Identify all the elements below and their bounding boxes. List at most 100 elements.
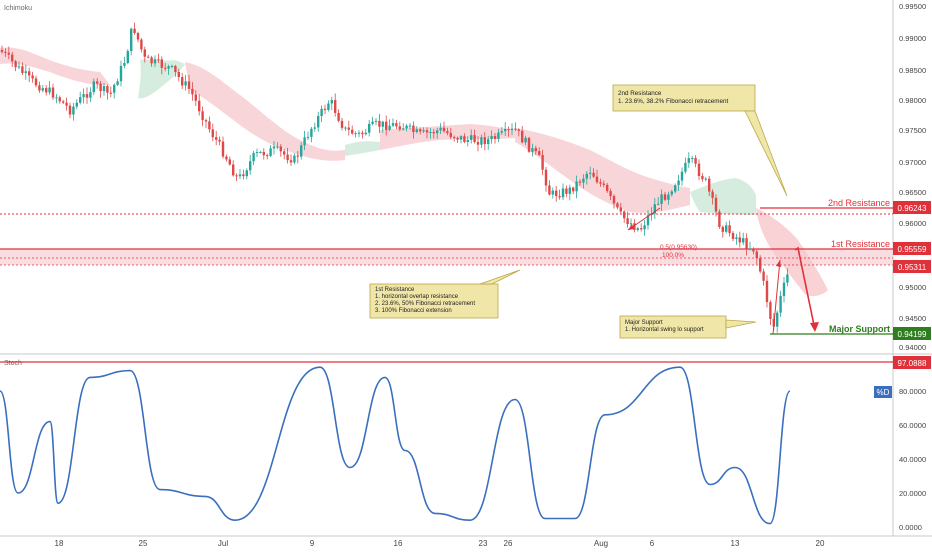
candle bbox=[599, 178, 602, 187]
stoch-legend-badge: %D bbox=[874, 386, 892, 398]
candle bbox=[123, 56, 126, 69]
candle bbox=[490, 130, 493, 144]
candle bbox=[249, 154, 252, 175]
candle bbox=[75, 99, 78, 110]
candle bbox=[238, 168, 242, 180]
candle bbox=[58, 95, 61, 104]
candle bbox=[721, 225, 724, 238]
candle bbox=[106, 84, 109, 100]
candle bbox=[697, 159, 701, 181]
candle bbox=[160, 56, 163, 75]
fib-extension-label: 100.0% bbox=[662, 252, 684, 259]
time-tick-label: Aug bbox=[594, 539, 608, 548]
candle bbox=[487, 135, 490, 150]
candle bbox=[745, 233, 748, 256]
stoch-legend-text: %D bbox=[877, 388, 890, 397]
candle bbox=[667, 191, 670, 205]
time-tick-label: 26 bbox=[504, 539, 513, 548]
candle bbox=[708, 176, 711, 197]
candle bbox=[364, 128, 367, 136]
candle bbox=[354, 131, 357, 138]
candle bbox=[510, 123, 514, 135]
candle bbox=[211, 123, 214, 142]
candle bbox=[266, 153, 269, 160]
candle bbox=[279, 144, 282, 157]
note-first-resistance[interactable]: 1st Resistance 1. horizontal overlap res… bbox=[369, 269, 521, 319]
candle bbox=[565, 185, 568, 198]
candle bbox=[242, 169, 245, 180]
candle bbox=[473, 129, 476, 144]
badge-second-resistance: 0.96243 bbox=[893, 201, 931, 214]
candle bbox=[711, 189, 714, 205]
candle bbox=[296, 151, 299, 164]
candle bbox=[347, 120, 350, 136]
candle bbox=[612, 194, 616, 209]
candle bbox=[204, 118, 208, 129]
candle bbox=[45, 85, 48, 96]
candle bbox=[147, 54, 150, 59]
price-tick-label: 0.96000 bbox=[899, 219, 926, 228]
candle bbox=[177, 68, 180, 82]
candle bbox=[419, 127, 422, 135]
price-tick-label: 0.94000 bbox=[899, 343, 926, 352]
candle bbox=[623, 210, 626, 223]
candle bbox=[357, 130, 361, 138]
candle bbox=[136, 31, 140, 43]
candle bbox=[395, 119, 398, 130]
candle bbox=[119, 60, 123, 87]
candle bbox=[694, 155, 697, 168]
badge-first-resistance: 0.95559 bbox=[893, 242, 931, 255]
candle bbox=[130, 27, 133, 56]
candles-group bbox=[0, 22, 789, 333]
candle bbox=[731, 230, 735, 242]
candle bbox=[17, 61, 21, 70]
candle bbox=[313, 122, 316, 132]
candle bbox=[555, 186, 558, 202]
time-tick-label: 25 bbox=[139, 539, 148, 548]
candle bbox=[453, 135, 456, 142]
time-tick-label: 20 bbox=[816, 539, 825, 548]
candle bbox=[466, 136, 469, 147]
first-resistance-zone bbox=[0, 249, 893, 265]
candle bbox=[181, 72, 184, 90]
note-second-resistance[interactable]: 2nd Resistance 1. 23.6%, 38.2% Fibonacci… bbox=[612, 84, 788, 197]
candle bbox=[82, 88, 85, 104]
candle bbox=[470, 129, 473, 144]
price-axis: 0.99500 0.99000 0.98500 0.98000 0.97500 0.970… bbox=[899, 2, 926, 352]
stoch-tick-label: 20.0000 bbox=[899, 489, 926, 498]
candle bbox=[497, 128, 500, 143]
candle bbox=[752, 247, 755, 255]
price-tick-label: 0.94500 bbox=[899, 314, 926, 323]
candle bbox=[85, 87, 89, 104]
candle bbox=[14, 59, 17, 72]
candle bbox=[687, 152, 690, 168]
candle bbox=[762, 268, 765, 286]
candle bbox=[704, 176, 707, 182]
candle bbox=[657, 196, 660, 206]
candle bbox=[524, 135, 527, 146]
note-major-support[interactable]: Major Support 1. Horizontal swing lo sup… bbox=[619, 315, 757, 339]
candle bbox=[143, 46, 146, 63]
forecast-arrow bbox=[794, 246, 819, 332]
candle bbox=[371, 116, 374, 126]
candle bbox=[361, 130, 364, 139]
candle bbox=[385, 115, 388, 136]
candle bbox=[439, 123, 442, 134]
candle bbox=[198, 94, 201, 116]
candle bbox=[405, 124, 408, 132]
candle bbox=[606, 182, 609, 193]
candle bbox=[286, 147, 289, 164]
candle bbox=[89, 87, 92, 103]
candle bbox=[653, 198, 656, 219]
candle bbox=[558, 189, 561, 200]
candle bbox=[4, 48, 7, 57]
candle bbox=[79, 91, 82, 105]
indicator-main-label: Ichimoku bbox=[4, 5, 32, 12]
note-first-resistance-line-1: 1. horizontal overlap resistance bbox=[375, 294, 459, 300]
candle bbox=[429, 127, 432, 139]
candle bbox=[735, 233, 738, 245]
candle bbox=[310, 126, 313, 143]
candle bbox=[225, 154, 228, 162]
note-second-resistance-title: 2nd Resistance bbox=[618, 90, 662, 97]
